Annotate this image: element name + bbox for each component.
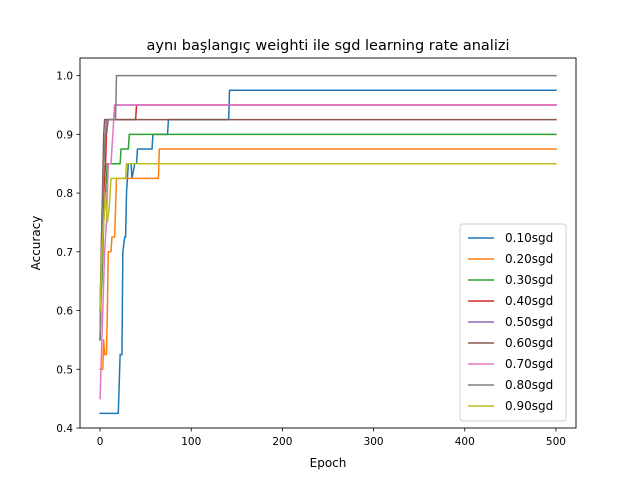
legend-label: 0.90sgd [505, 399, 553, 413]
y-tick-label: 0.7 [56, 247, 73, 259]
y-tick-label: 1.0 [56, 71, 73, 83]
y-tick-label: 0.5 [56, 364, 73, 376]
x-tick-label: 300 [364, 436, 384, 448]
series-line-2 [99, 133, 557, 312]
legend-label: 0.60sgd [505, 336, 553, 350]
legend-label: 0.80sgd [505, 378, 553, 392]
plot-frame [79, 57, 577, 429]
x-tick-label: 100 [181, 436, 201, 448]
y-tick-label: 0.8 [56, 188, 73, 200]
series-line-1 [99, 148, 557, 371]
legend-label: 0.40sgd [505, 294, 553, 308]
legend: 0.10sgd 0.20sgd 0.30sgd 0.40sgd 0.50sgd 0.60s… [459, 223, 567, 422]
legend-label: 0.50sgd [505, 315, 553, 329]
legend-label: 0.20sgd [505, 252, 553, 266]
series-line-8 [99, 162, 557, 312]
x-tick-label: 200 [272, 436, 292, 448]
y-axis: 0.4 0.5 0.6 0.7 0.8 0.9 1.0 [56, 71, 80, 435]
y-tick-label: 0.4 [56, 423, 73, 435]
plot-lines [99, 74, 557, 415]
y-axis-label: Accuracy [29, 216, 43, 271]
legend-label: 0.10sgd [505, 231, 553, 245]
x-axis-label: Epoch [310, 456, 347, 470]
x-axis: 0 100 200 300 400 500 [97, 428, 566, 448]
chart-title: aynı başlangıç weighti ile sgd learning … [146, 38, 509, 54]
x-tick-label: 0 [97, 436, 104, 448]
x-tick-label: 400 [455, 436, 475, 448]
x-tick-label: 500 [546, 436, 566, 448]
y-tick-label: 0.6 [56, 306, 73, 318]
legend-label: 0.70sgd [505, 357, 553, 371]
y-tick-label: 0.9 [56, 129, 73, 141]
legend-box [459, 223, 567, 422]
legend-label: 0.30sgd [505, 273, 553, 287]
